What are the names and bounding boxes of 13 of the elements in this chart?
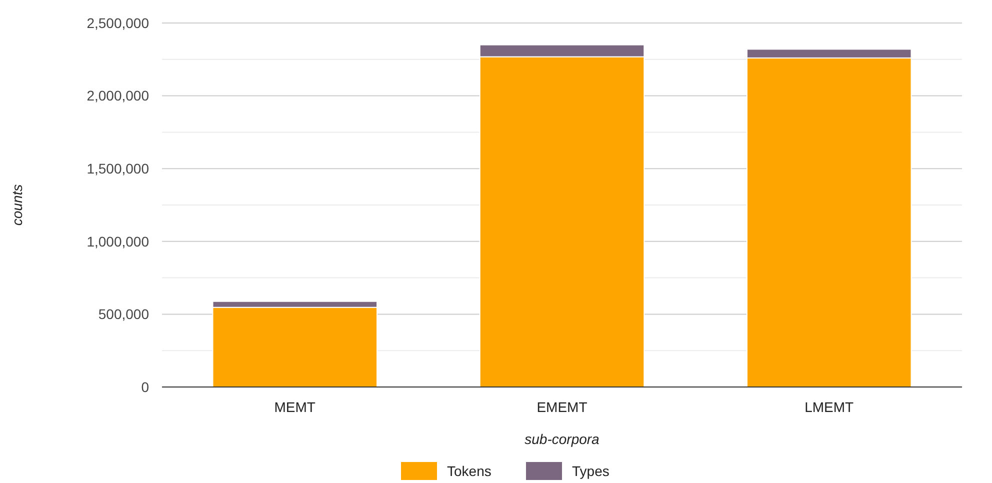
y-tick-label: 0: [141, 378, 150, 395]
legend-label: Types: [572, 462, 610, 479]
x-axis-title: sub-corpora: [524, 431, 600, 447]
y-tick-label: 1,500,000: [86, 160, 150, 176]
x-tick-label: EMEMT: [536, 399, 588, 415]
x-tick-label: MEMT: [274, 399, 316, 415]
y-tick-label: 1,000,000: [86, 233, 150, 250]
y-tick-label: 2,500,000: [86, 14, 150, 31]
x-tick-label: LMEMT: [804, 399, 854, 415]
y-tick-label: 2,000,000: [86, 88, 150, 104]
text: 500,000: [98, 306, 149, 322]
legend-label: Tokens: [447, 462, 492, 479]
y-axis-title: counts: [9, 184, 25, 226]
